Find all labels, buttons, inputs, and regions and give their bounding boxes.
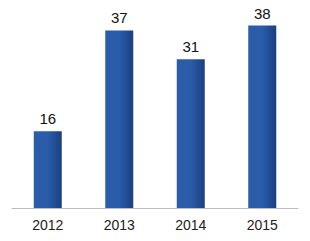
svg-text:2015: 2015 — [247, 217, 278, 233]
svg-text:31: 31 — [182, 38, 199, 55]
svg-text:2013: 2013 — [104, 217, 135, 233]
svg-text:38: 38 — [254, 5, 271, 22]
svg-text:2014: 2014 — [175, 217, 206, 233]
svg-text:2012: 2012 — [32, 217, 63, 233]
svg-text:16: 16 — [39, 110, 56, 127]
svg-text:37: 37 — [111, 9, 128, 26]
